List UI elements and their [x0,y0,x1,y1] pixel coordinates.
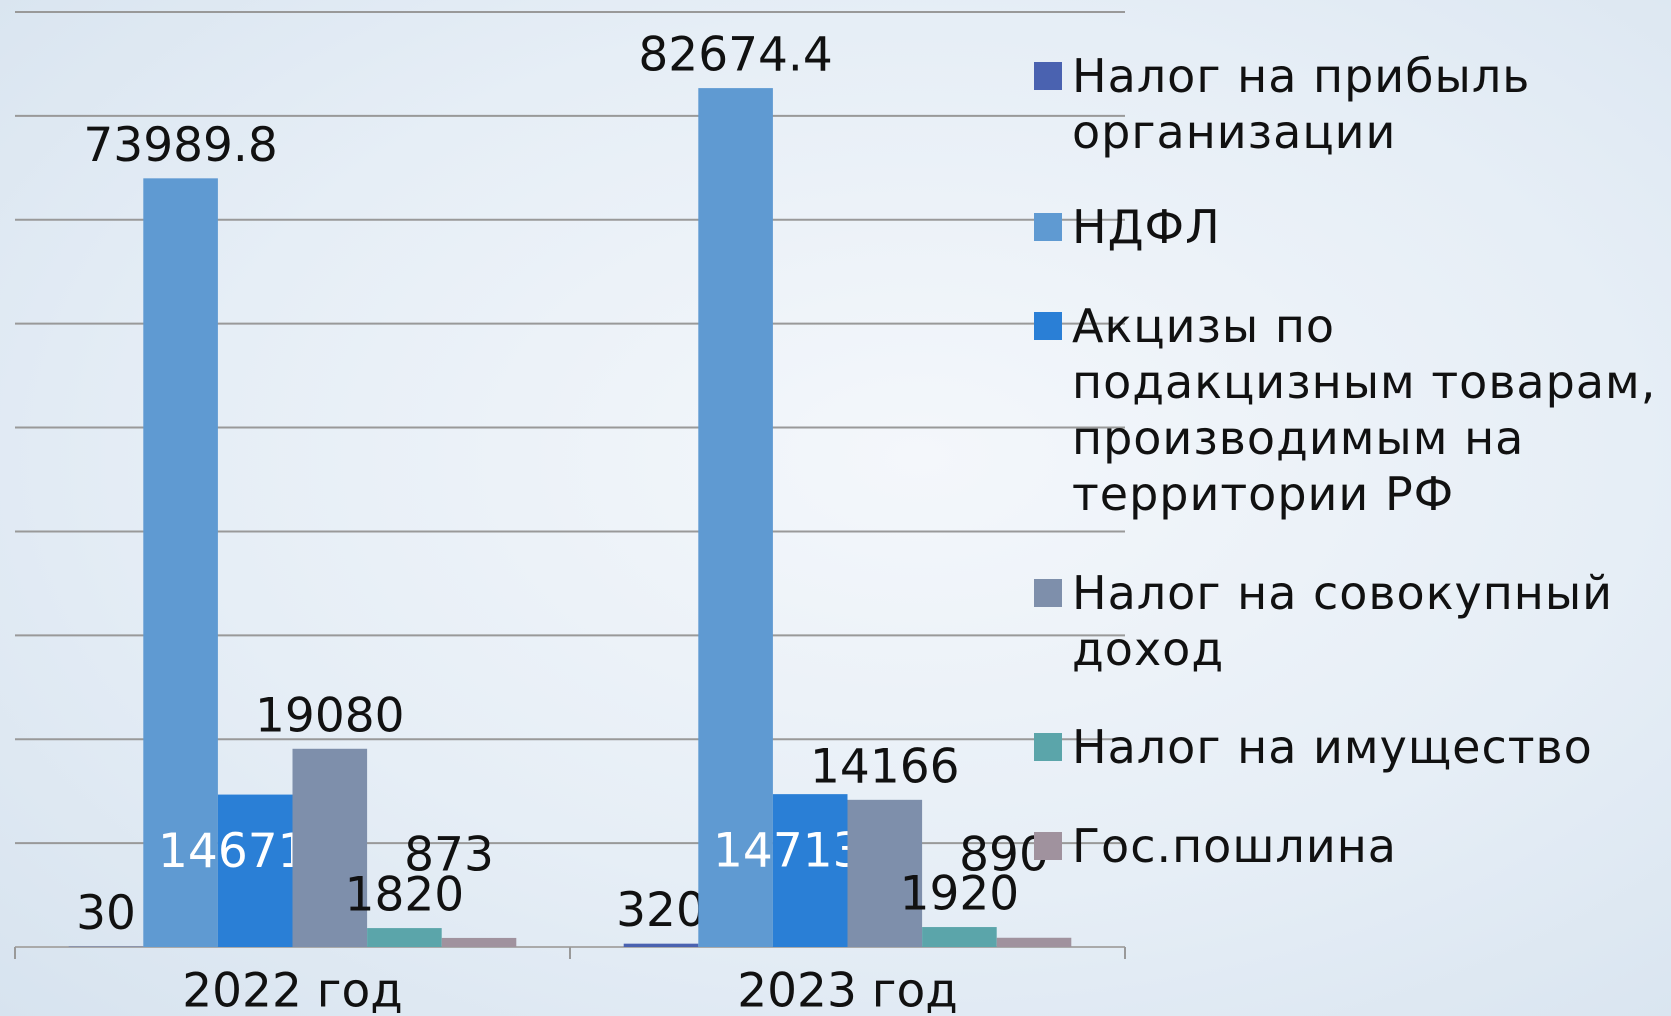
legend-swatch [1034,213,1062,241]
data-label: 73989.8 [83,118,277,173]
data-label: 82674.4 [638,28,832,83]
legend-entry: Налог на имущество [1034,719,1670,775]
legend-label: Налог на совокупный доход [1072,566,1614,676]
legend-swatch [1034,733,1062,761]
legend-label: Налог на прибыль организации [1072,49,1531,159]
legend-label: Акцизы по подакцизным товарам, производи… [1072,299,1657,521]
bar [996,937,1072,947]
legend-entry: Налог на прибыль организации [1034,48,1670,160]
legend-entry: Налог на совокупный доход [1034,565,1670,677]
bar [772,794,848,947]
legend-swatch [1034,62,1062,90]
legend-label: Налог на имущество [1072,720,1593,774]
x-tick-label: 2023 год [737,964,958,1016]
legend-label: НДФЛ [1072,200,1221,254]
bar [217,794,293,947]
legend-swatch [1034,832,1062,860]
bar [623,943,699,947]
bar [698,88,773,947]
data-label: 1820 [345,868,465,923]
legend-label: Гос.пошлина [1072,819,1397,873]
data-label: 30 [76,886,136,941]
bar [143,178,218,947]
data-label: 890 [959,827,1049,882]
bar [922,927,997,947]
data-label: 1920 [900,867,1020,922]
bar [441,937,517,947]
data-label: 873 [404,827,494,882]
data-label: 19080 [255,688,405,743]
legend-swatch [1034,579,1062,607]
bar [292,748,368,947]
legend-entry: Гос.пошлина [1034,818,1670,874]
data-label: 320 [616,883,706,938]
x-tick-label: 2022 год [182,964,403,1016]
legend-entry: Акцизы по подакцизным товарам, производи… [1034,298,1670,522]
bar [367,928,442,947]
bar [847,799,923,947]
legend-entry: НДФЛ [1034,199,1670,255]
legend-swatch [1034,312,1062,340]
data-label: 14166 [810,739,960,794]
